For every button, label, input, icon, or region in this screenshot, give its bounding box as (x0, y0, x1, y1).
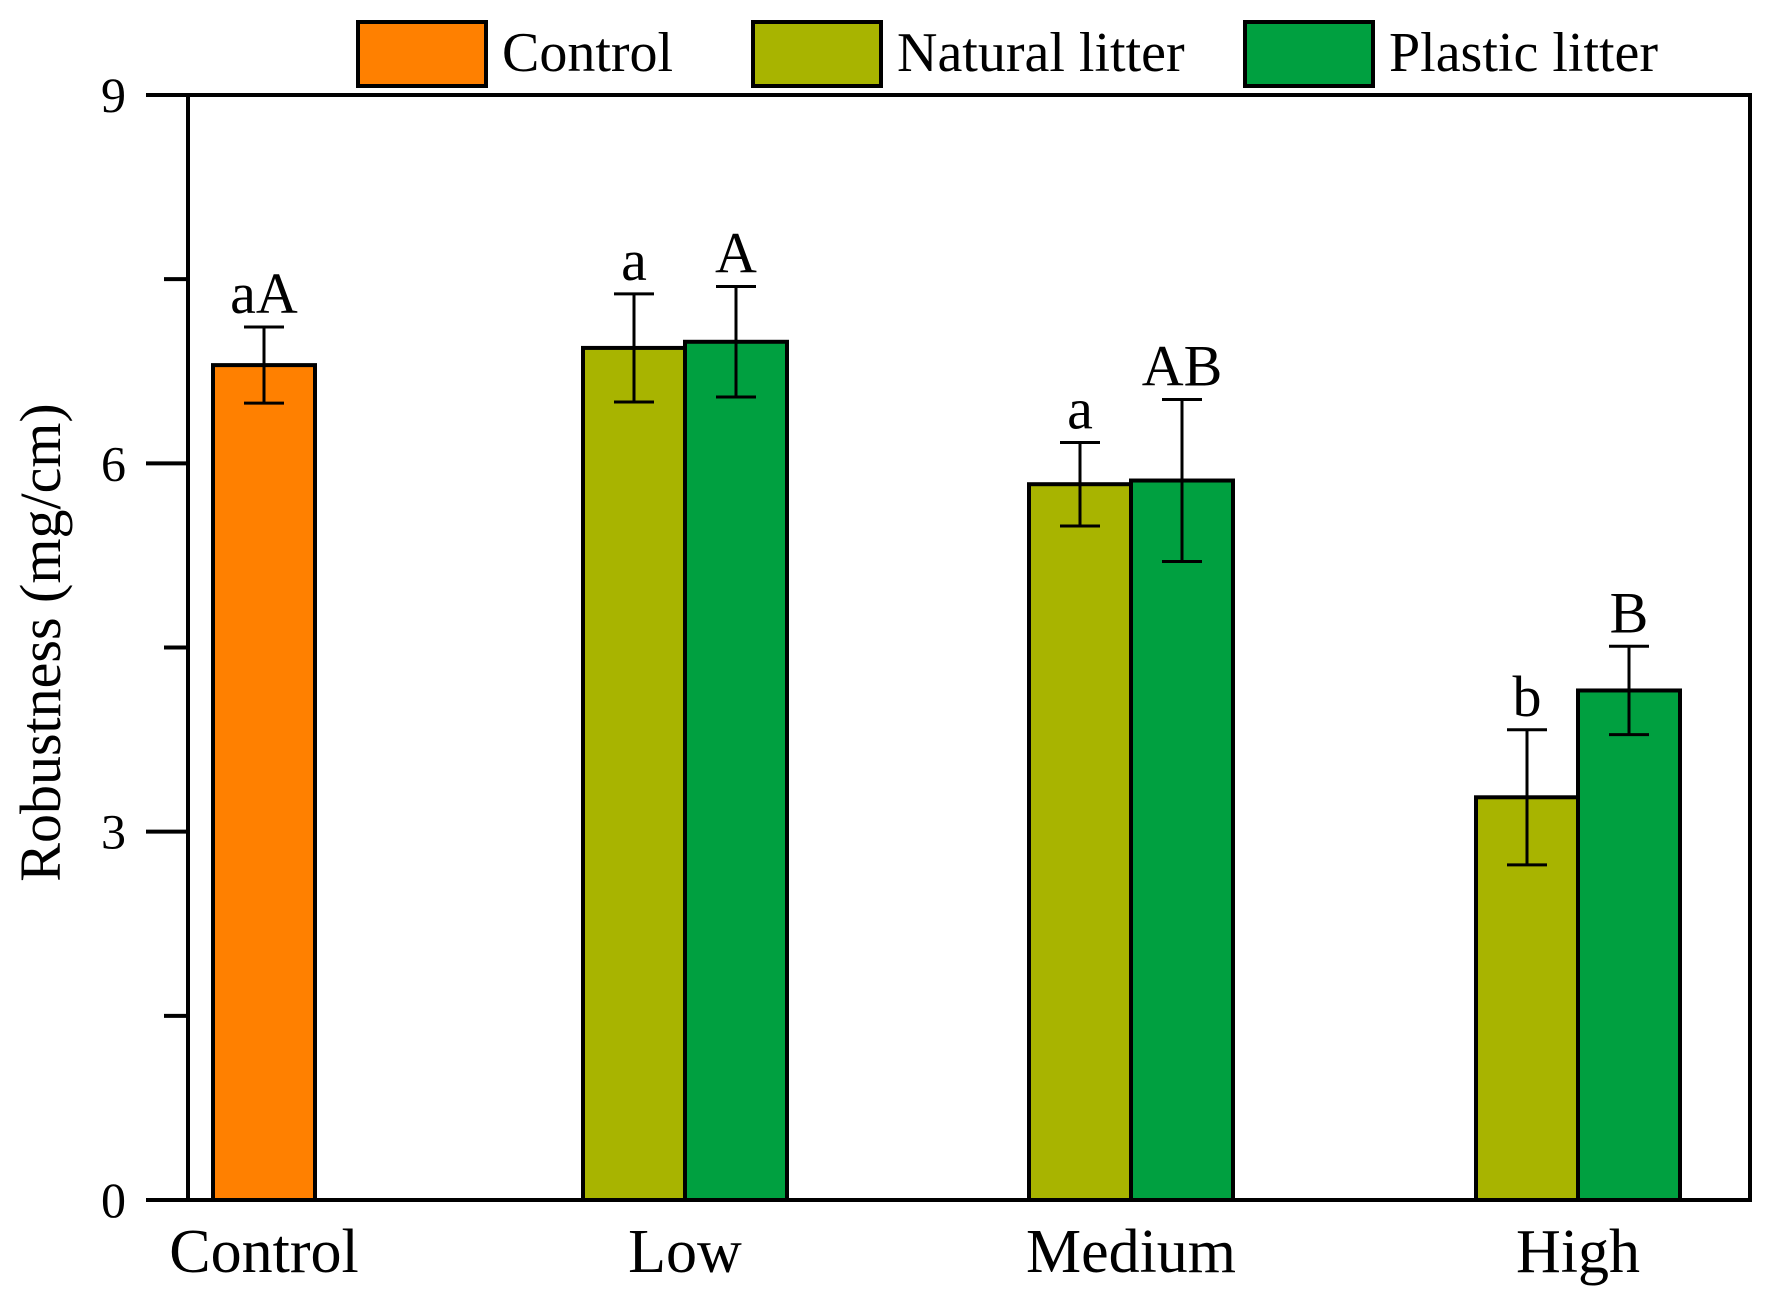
significance-label: A (715, 221, 757, 286)
bar (683, 339, 789, 1202)
y-axis-title: Robustness (mg/cm) (8, 403, 73, 881)
x-tick-label: Medium (1026, 1218, 1236, 1286)
x-tick-label: Low (628, 1218, 742, 1286)
legend-item: Natural litter (751, 20, 1185, 88)
bar (211, 363, 317, 1203)
bar (1027, 482, 1133, 1202)
legend-item: Control (356, 20, 673, 88)
bar (1129, 478, 1235, 1202)
legend-label: Natural litter (897, 22, 1185, 84)
significance-label: b (1513, 664, 1542, 729)
x-tick-label: Control (169, 1218, 358, 1286)
x-tick-label: High (1516, 1218, 1640, 1286)
significance-label: a (1067, 376, 1093, 441)
significance-label: B (1610, 580, 1649, 645)
legend-label: Control (502, 22, 673, 84)
legend-item: Plastic litter (1243, 20, 1658, 88)
legend-swatch (356, 20, 488, 88)
y-tick-label: 6 (101, 435, 126, 491)
bar (1576, 688, 1682, 1202)
y-tick-label: 3 (101, 804, 126, 860)
bar (581, 345, 687, 1202)
y-tick-label: 0 (101, 1172, 126, 1228)
legend-swatch (751, 20, 883, 88)
significance-label: aA (230, 261, 298, 326)
legend-swatch (1243, 20, 1375, 88)
significance-label: a (621, 228, 647, 293)
significance-label: AB (1142, 333, 1223, 398)
y-tick-label: 9 (101, 67, 126, 123)
legend-label: Plastic litter (1389, 22, 1658, 84)
legend: Control Natural litter Plastic litter (356, 20, 1658, 88)
